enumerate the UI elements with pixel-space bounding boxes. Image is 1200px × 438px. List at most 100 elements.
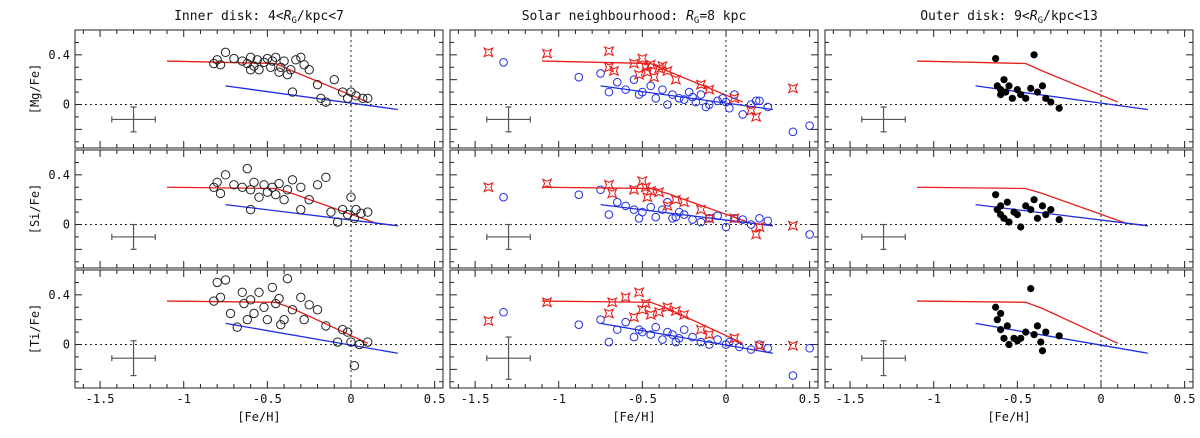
y-axis-label: [Ti/Fe] — [28, 304, 42, 355]
y-axis-label: [Mg/Fe] — [28, 64, 42, 115]
thin-disk-star-point — [713, 335, 722, 344]
thick-disk-star-point — [653, 63, 665, 74]
inner-disk-star-point — [363, 93, 373, 104]
inner-disk-star-point — [274, 67, 284, 77]
inner-disk-star-point — [245, 295, 256, 305]
x-tick-label: 0 — [1097, 392, 1104, 406]
inner-disk-star-point — [254, 192, 264, 202]
thick-disk-star-point — [703, 213, 715, 224]
thick-disk-star-point — [670, 194, 682, 205]
outer-disk-star-point — [1038, 202, 1047, 210]
thick-disk-star-point — [787, 220, 799, 232]
inner-disk-star-point — [220, 170, 231, 180]
thin-disk-star-point — [679, 210, 689, 219]
inner-disk-star-point — [282, 273, 293, 284]
inner-disk-star-point — [358, 93, 368, 104]
thin-disk-star-point — [658, 205, 667, 214]
inner-disk-star-point — [299, 60, 309, 70]
thick-disk-model-line — [916, 60, 1118, 103]
thick-disk-star-point — [603, 179, 615, 191]
inner-disk-star-point — [262, 314, 273, 325]
thin-disk-star-point — [651, 322, 661, 332]
outer-disk-star-point — [992, 191, 1000, 199]
inner-disk-star-point — [287, 305, 298, 315]
thin-disk-model-line — [600, 204, 773, 227]
thin-disk-star-point — [499, 307, 508, 317]
inner-disk-star-point — [312, 180, 323, 190]
thin-disk-star-point — [596, 69, 605, 78]
thick-disk-star-point — [640, 181, 652, 193]
outer-disk-star-point — [997, 309, 1005, 318]
thick-disk-star-point — [662, 200, 673, 212]
outer-disk-star-point — [1038, 82, 1047, 90]
thick-disk-star-point — [695, 324, 707, 335]
inner-disk-star-point — [351, 91, 361, 101]
inner-disk-star-point — [215, 188, 226, 199]
thick-disk-model-line — [166, 60, 368, 103]
inner-disk-star-point — [254, 287, 264, 298]
thin-disk-star-point — [730, 214, 739, 223]
thin-disk-star-point — [671, 212, 681, 222]
panel-frame — [824, 149, 1194, 269]
thin-disk-star-point — [805, 230, 814, 239]
thick-disk-star-point — [754, 340, 765, 352]
inner-disk-star-point — [304, 300, 314, 310]
thick-disk-star-point — [645, 309, 657, 321]
x-tick-label: -1 — [552, 392, 566, 406]
thick-disk-star-point — [633, 69, 645, 81]
inner-disk-star-point — [279, 314, 289, 325]
thick-disk-star-point — [653, 306, 665, 318]
thin-disk-star-point — [704, 214, 714, 223]
inner-disk-star-point — [229, 180, 239, 190]
outer-disk-star-point — [1000, 76, 1008, 84]
thick-disk-star-point — [642, 66, 653, 78]
inner-disk-star-point — [232, 322, 242, 332]
inner-disk-star-point — [245, 65, 256, 75]
inner-disk-star-point — [342, 327, 353, 337]
thick-disk-model-line — [916, 300, 1118, 344]
inner-disk-star-point — [271, 52, 281, 63]
inner-disk-star-point — [276, 319, 286, 330]
thick-disk-star-point — [620, 292, 631, 303]
inner-disk-star-point — [220, 47, 231, 58]
outer-disk-star-point — [1022, 94, 1030, 102]
outer-disk-star-point — [1022, 202, 1030, 210]
thin-disk-star-point — [805, 121, 814, 130]
thick-disk-star-point — [633, 287, 645, 298]
thin-disk-star-point — [674, 94, 684, 103]
thin-disk-star-point — [688, 92, 697, 102]
thick-disk-star-point — [637, 53, 648, 64]
x-axis-label: [Fe/H] — [612, 410, 655, 424]
inner-disk-star-point — [212, 55, 222, 65]
thin-disk-model-line — [600, 322, 773, 354]
thin-disk-star-point — [688, 332, 697, 342]
thin-disk-star-point — [763, 343, 773, 353]
inner-disk-star-point — [271, 298, 281, 309]
outer-disk-star-point — [997, 210, 1005, 219]
panel-title: Solar neighbourhood: RG=8 kpc — [522, 9, 747, 26]
outer-disk-star-point — [1005, 218, 1013, 226]
thin-disk-star-point — [638, 87, 647, 97]
thin-disk-star-point — [638, 327, 647, 337]
x-tick-label: -1 — [177, 392, 191, 406]
outer-disk-star-point — [993, 316, 1001, 324]
inner-disk-star-point — [212, 177, 222, 187]
data-points — [209, 45, 1063, 380]
thick-disk-star-point — [483, 315, 494, 327]
thin-disk-star-point — [604, 87, 614, 97]
outer-disk-star-point — [997, 326, 1005, 334]
inner-disk-star-point — [282, 70, 293, 80]
thick-disk-star-point — [670, 74, 682, 85]
inner-disk-star-point — [349, 213, 360, 224]
inner-disk-star-point — [356, 208, 366, 219]
thin-disk-star-point — [738, 215, 748, 224]
thin-disk-star-point — [663, 327, 672, 337]
inner-disk-star-point — [296, 204, 306, 215]
thick-disk-star-point — [657, 60, 668, 72]
thin-disk-star-point — [596, 185, 605, 195]
inner-disk-star-point — [287, 175, 298, 185]
panel-title: Outer disk: 9<RG/kpc<13 — [920, 9, 1098, 26]
thin-disk-star-point — [725, 103, 734, 113]
thin-disk-star-point — [621, 201, 630, 211]
